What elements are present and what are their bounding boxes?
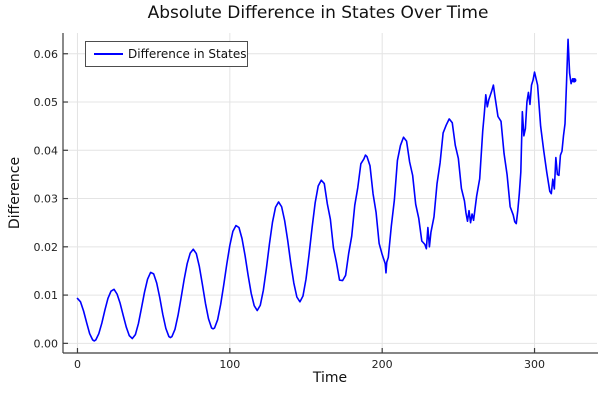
y-tick-label: 0.05 — [34, 96, 59, 109]
x-tick-label: 200 — [372, 358, 393, 371]
y-tick-label: 0.02 — [34, 241, 59, 254]
x-tick-label: 300 — [524, 358, 545, 371]
legend-line-sample — [94, 53, 123, 55]
y-tick-label: 0.01 — [34, 289, 59, 302]
legend: Difference in States — [85, 41, 248, 67]
series-line-difference-in-states — [76, 38, 575, 342]
y-axis-label: Difference — [7, 156, 23, 230]
chart-title: Absolute Difference in States Over Time — [147, 3, 489, 23]
series-end-marker — [571, 78, 577, 83]
y-tick-label: 0.06 — [34, 48, 59, 61]
y-tick-label: 0.00 — [34, 337, 59, 350]
x-tick-label: 0 — [74, 358, 81, 371]
legend-label: Difference in States — [128, 47, 247, 61]
x-tick-label: 100 — [219, 358, 240, 371]
y-tick-label: 0.03 — [34, 193, 59, 206]
y-tick-label: 0.04 — [34, 144, 59, 157]
x-axis-label: Time — [312, 370, 348, 386]
